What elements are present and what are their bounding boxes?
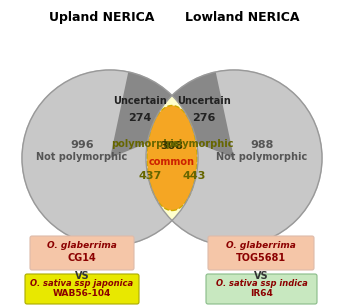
Polygon shape <box>146 95 198 220</box>
Text: WAB56-104: WAB56-104 <box>53 289 111 298</box>
Text: Upland NERICA: Upland NERICA <box>49 11 155 24</box>
Text: TOG5681: TOG5681 <box>236 253 286 263</box>
Text: 443: 443 <box>182 171 206 181</box>
Text: 988: 988 <box>250 140 274 150</box>
Polygon shape <box>146 95 198 220</box>
Text: common: common <box>149 157 195 167</box>
Circle shape <box>22 70 198 246</box>
Text: Uncertain: Uncertain <box>113 96 167 106</box>
FancyBboxPatch shape <box>208 236 314 270</box>
Text: Not polymorphic: Not polymorphic <box>36 152 128 162</box>
Text: CG14: CG14 <box>68 253 96 263</box>
FancyBboxPatch shape <box>206 274 317 304</box>
Text: O. sativa ssp japonica: O. sativa ssp japonica <box>30 279 133 289</box>
Text: Not polymorphic: Not polymorphic <box>216 152 308 162</box>
Text: Lowland NERICA: Lowland NERICA <box>185 11 299 24</box>
Text: O. sativa ssp indica: O. sativa ssp indica <box>216 279 308 289</box>
Text: 308: 308 <box>161 141 183 151</box>
Circle shape <box>146 70 322 246</box>
Text: 276: 276 <box>192 113 216 123</box>
Wedge shape <box>110 72 192 158</box>
Text: VS: VS <box>254 271 268 281</box>
Text: O. glaberrima: O. glaberrima <box>47 241 117 251</box>
Text: 274: 274 <box>128 113 152 123</box>
Text: O. glaberrima: O. glaberrima <box>226 241 296 251</box>
Wedge shape <box>152 72 234 158</box>
FancyBboxPatch shape <box>25 274 139 304</box>
Text: Uncertain: Uncertain <box>177 96 231 106</box>
Ellipse shape <box>147 106 197 211</box>
Text: IR64: IR64 <box>250 289 273 298</box>
Text: VS: VS <box>75 271 89 281</box>
Text: polymorphic: polymorphic <box>111 139 179 149</box>
FancyBboxPatch shape <box>30 236 134 270</box>
Text: 437: 437 <box>138 171 162 181</box>
Text: polymorphic: polymorphic <box>165 139 233 149</box>
Text: 996: 996 <box>70 140 94 150</box>
